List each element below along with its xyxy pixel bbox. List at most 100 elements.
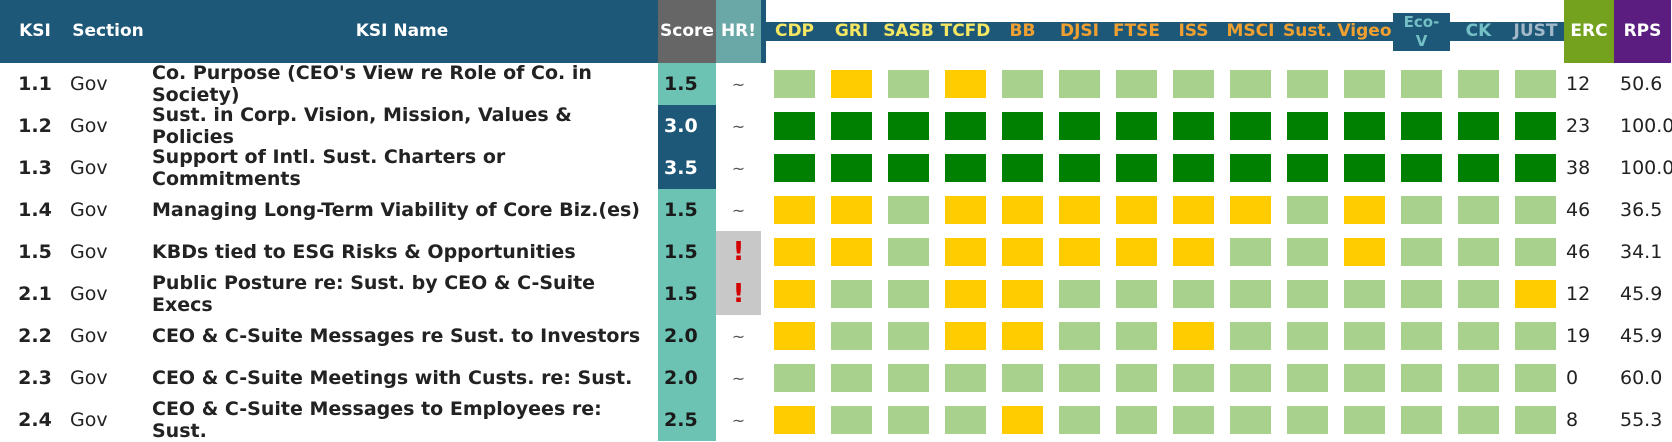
framework-cell[interactable] xyxy=(1279,105,1336,147)
framework-cell[interactable] xyxy=(1279,399,1336,441)
framework-cell[interactable] xyxy=(1450,273,1507,315)
framework-cell[interactable] xyxy=(1051,147,1108,189)
framework-cell[interactable] xyxy=(1165,231,1222,273)
framework-cell[interactable] xyxy=(1507,231,1564,273)
framework-cell[interactable] xyxy=(994,399,1051,441)
framework-cell[interactable] xyxy=(1279,357,1336,399)
table-row[interactable]: 1.3 Gov Support of Intl. Sust. Charters or… xyxy=(0,146,1672,190)
framework-cell[interactable] xyxy=(1222,273,1279,315)
framework-cell[interactable] xyxy=(823,315,880,357)
framework-cell[interactable] xyxy=(1165,357,1222,399)
ksi-name[interactable]: CEO & C-Suite Messages re Sust. to Inves… xyxy=(152,325,641,347)
framework-cell[interactable] xyxy=(1393,273,1450,315)
framework-cell[interactable] xyxy=(1450,315,1507,357)
framework-cell[interactable] xyxy=(1507,399,1564,441)
header-erc[interactable]: ERC xyxy=(1564,0,1614,63)
framework-cell[interactable] xyxy=(1222,63,1279,105)
framework-cell[interactable] xyxy=(1051,105,1108,147)
framework-cell[interactable] xyxy=(1108,357,1165,399)
framework-cell[interactable] xyxy=(1222,357,1279,399)
framework-cell[interactable] xyxy=(1507,315,1564,357)
framework-cell[interactable] xyxy=(1051,399,1108,441)
framework-cell[interactable] xyxy=(937,315,994,357)
framework-cell[interactable] xyxy=(1393,231,1450,273)
header-framework-ftse[interactable]: FTSE xyxy=(1108,22,1165,41)
header-ksi-name[interactable]: KSI Name xyxy=(146,0,658,63)
framework-cell[interactable] xyxy=(766,399,823,441)
framework-cell[interactable] xyxy=(1165,315,1222,357)
framework-cell[interactable] xyxy=(766,189,823,231)
framework-cell[interactable] xyxy=(880,231,937,273)
framework-cell[interactable] xyxy=(1393,147,1450,189)
framework-cell[interactable] xyxy=(823,273,880,315)
framework-cell[interactable] xyxy=(1051,357,1108,399)
framework-cell[interactable] xyxy=(766,105,823,147)
framework-cell[interactable] xyxy=(1393,189,1450,231)
ksi-name[interactable]: Co. Purpose (CEO's View re Role of Co. i… xyxy=(152,62,592,106)
framework-cell[interactable] xyxy=(766,315,823,357)
framework-cell[interactable] xyxy=(880,63,937,105)
framework-cell[interactable] xyxy=(1165,273,1222,315)
header-section[interactable]: Section xyxy=(70,0,146,63)
framework-cell[interactable] xyxy=(1393,357,1450,399)
framework-cell[interactable] xyxy=(1507,273,1564,315)
framework-cell[interactable] xyxy=(1450,147,1507,189)
framework-cell[interactable] xyxy=(994,231,1051,273)
header-framework-vigeo[interactable]: Vigeo xyxy=(1336,21,1393,41)
framework-cell[interactable] xyxy=(880,147,937,189)
framework-cell[interactable] xyxy=(1336,357,1393,399)
framework-cell[interactable] xyxy=(880,357,937,399)
framework-cell[interactable] xyxy=(994,357,1051,399)
framework-cell[interactable] xyxy=(766,231,823,273)
framework-cell[interactable] xyxy=(880,189,937,231)
framework-cell[interactable] xyxy=(1051,315,1108,357)
framework-cell[interactable] xyxy=(823,231,880,273)
framework-cell[interactable] xyxy=(937,273,994,315)
framework-cell[interactable] xyxy=(1279,315,1336,357)
framework-cell[interactable] xyxy=(823,63,880,105)
framework-cell[interactable] xyxy=(823,105,880,147)
framework-cell[interactable] xyxy=(1165,63,1222,105)
framework-cell[interactable] xyxy=(1279,147,1336,189)
ksi-name[interactable]: Sust. in Corp. Vision, Mission, Values &… xyxy=(152,104,572,148)
framework-cell[interactable] xyxy=(1108,63,1165,105)
header-framework-cdp[interactable]: CDP xyxy=(766,22,823,41)
framework-cell[interactable] xyxy=(1507,189,1564,231)
framework-cell[interactable] xyxy=(994,273,1051,315)
framework-cell[interactable] xyxy=(1222,231,1279,273)
framework-cell[interactable] xyxy=(1336,273,1393,315)
framework-cell[interactable] xyxy=(1393,315,1450,357)
framework-cell[interactable] xyxy=(1393,399,1450,441)
framework-cell[interactable] xyxy=(994,189,1051,231)
framework-cell[interactable] xyxy=(1222,315,1279,357)
ksi-name[interactable]: KBDs tied to ESG Risks & Opportunities xyxy=(152,241,576,263)
framework-cell[interactable] xyxy=(1450,399,1507,441)
framework-cell[interactable] xyxy=(1393,105,1450,147)
framework-cell[interactable] xyxy=(1279,231,1336,273)
header-score[interactable]: Score xyxy=(658,0,716,63)
header-framework-gri[interactable]: GRI xyxy=(823,22,880,41)
framework-cell[interactable] xyxy=(994,147,1051,189)
framework-cell[interactable] xyxy=(1507,105,1564,147)
table-row[interactable]: 1.1 Gov Co. Purpose (CEO's View re Role of… xyxy=(0,62,1672,106)
framework-cell[interactable] xyxy=(1450,105,1507,147)
framework-cell[interactable] xyxy=(1507,147,1564,189)
framework-cell[interactable] xyxy=(1108,315,1165,357)
framework-cell[interactable] xyxy=(823,147,880,189)
table-row[interactable]: 1.4 Gov Managing Long-Term Viability of Co… xyxy=(0,189,1672,231)
framework-cell[interactable] xyxy=(994,105,1051,147)
header-framework-just[interactable]: JUST xyxy=(1507,22,1564,41)
framework-cell[interactable] xyxy=(1507,357,1564,399)
framework-cell[interactable] xyxy=(937,357,994,399)
framework-cell[interactable] xyxy=(1222,105,1279,147)
framework-cell[interactable] xyxy=(937,147,994,189)
header-framework-ecov[interactable]: Eco- V xyxy=(1393,12,1450,51)
framework-cell[interactable] xyxy=(1336,63,1393,105)
framework-cell[interactable] xyxy=(1108,189,1165,231)
framework-cell[interactable] xyxy=(823,357,880,399)
framework-cell[interactable] xyxy=(1450,231,1507,273)
framework-cell[interactable] xyxy=(880,273,937,315)
framework-cell[interactable] xyxy=(1450,189,1507,231)
ksi-name[interactable]: Managing Long-Term Viability of Core Biz… xyxy=(152,199,640,221)
framework-cell[interactable] xyxy=(1165,399,1222,441)
